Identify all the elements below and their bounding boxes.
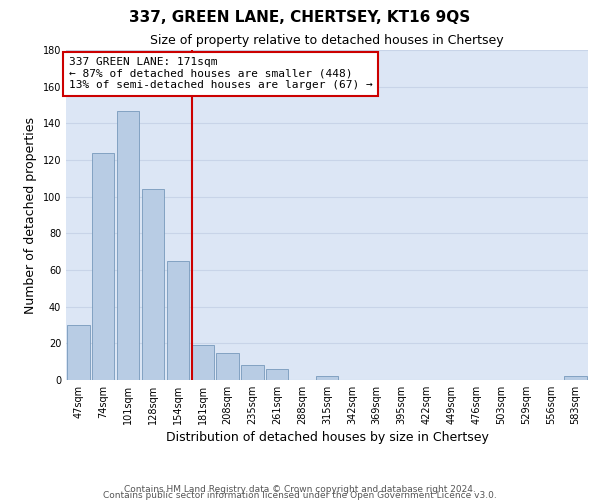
Text: Contains public sector information licensed under the Open Government Licence v3: Contains public sector information licen… bbox=[103, 490, 497, 500]
Bar bbox=[565, 376, 587, 380]
Title: Size of property relative to detached houses in Chertsey: Size of property relative to detached ho… bbox=[150, 34, 504, 48]
Bar bbox=[117, 110, 139, 380]
Bar bbox=[217, 352, 239, 380]
Bar bbox=[167, 261, 189, 380]
Y-axis label: Number of detached properties: Number of detached properties bbox=[24, 116, 37, 314]
Text: 337, GREEN LANE, CHERTSEY, KT16 9QS: 337, GREEN LANE, CHERTSEY, KT16 9QS bbox=[130, 10, 470, 25]
Bar bbox=[142, 190, 164, 380]
Bar bbox=[191, 345, 214, 380]
Bar bbox=[92, 152, 115, 380]
Bar bbox=[266, 369, 289, 380]
Text: Contains HM Land Registry data © Crown copyright and database right 2024.: Contains HM Land Registry data © Crown c… bbox=[124, 484, 476, 494]
Bar bbox=[67, 325, 89, 380]
Bar bbox=[316, 376, 338, 380]
Text: 337 GREEN LANE: 171sqm
← 87% of detached houses are smaller (448)
13% of semi-de: 337 GREEN LANE: 171sqm ← 87% of detached… bbox=[68, 58, 373, 90]
X-axis label: Distribution of detached houses by size in Chertsey: Distribution of detached houses by size … bbox=[166, 431, 488, 444]
Bar bbox=[241, 366, 263, 380]
